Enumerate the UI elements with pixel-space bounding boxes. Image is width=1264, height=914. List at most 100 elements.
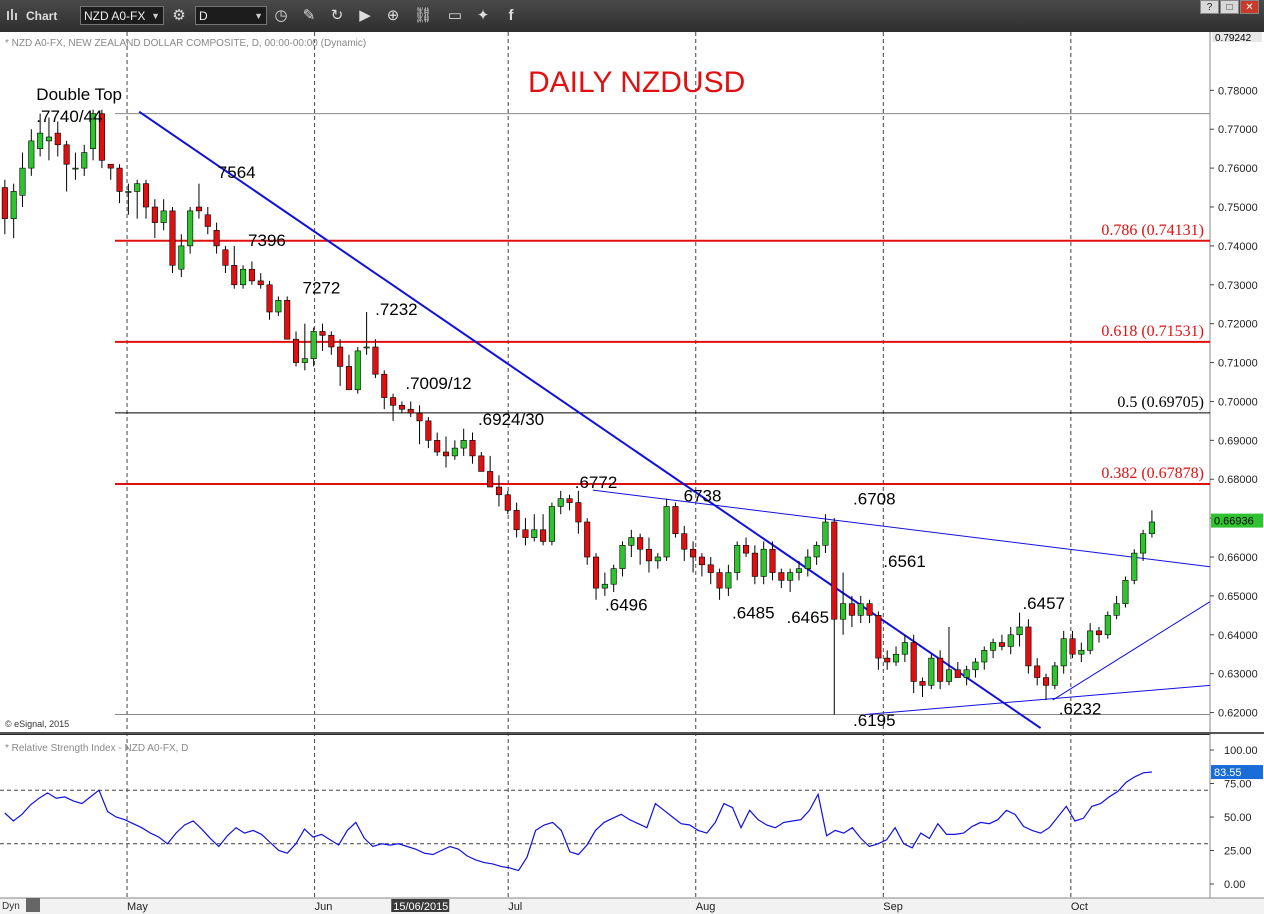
candle-body [575,502,582,523]
rsi-tick-label: 50.00 [1224,812,1252,824]
facebook-icon[interactable]: f [508,7,514,24]
play-icon[interactable]: ▶ [359,7,371,24]
candle-body [787,572,794,581]
candle-body [381,373,388,398]
price-tick-label: 0.63000 [1218,669,1258,681]
candle-body [337,346,344,367]
candle-body [742,545,750,554]
comment-icon[interactable]: ▭ [447,7,463,24]
price-annotation: 6738 [684,486,722,505]
date-marker-label: 15/06/2015 [393,901,448,913]
candle-body [795,568,803,573]
interval-selector[interactable]: D ▼ [195,6,267,25]
rsi-line [4,771,1152,872]
time-axis [0,898,1264,914]
fib-level-label: 0.618 (0.71531) [1101,323,1204,340]
candle-body [513,510,520,531]
last-price-badge [1211,513,1263,528]
candle-body [231,265,238,286]
candle-body [619,545,626,569]
candle-body [778,572,785,581]
price-tick-label: 0.68000 [1218,474,1258,486]
candle-body [248,268,255,282]
candle-body [972,661,979,671]
rsi-tick-label: 100.00 [1224,745,1258,757]
candle-body [310,331,317,359]
candle-body [319,331,326,336]
chart-area[interactable]: 0.786 (0.74131) 0.618 (0.71531) 0.5 (0.697… [0,32,1264,914]
candle-body [284,300,291,340]
candle-body [292,338,300,363]
maximize-button[interactable]: □ [1220,0,1239,14]
refresh-icon[interactable]: ↻ [330,7,344,24]
candle-body [178,245,185,270]
symbol-value: NZD A0-FX [84,9,146,23]
chevron-down-icon: ▼ [254,11,263,21]
candle-body [425,420,432,441]
candle-body [548,506,555,542]
price-annotation: .6924/30 [478,410,544,429]
candle-body [19,167,26,196]
candle-body [751,552,758,577]
price-annotation: Double Top [36,85,122,104]
link-icon[interactable]: ⛓ [413,7,433,24]
help-button[interactable]: ? [1200,0,1219,14]
candle-body [63,144,70,165]
month-label: Jul [508,901,522,913]
candle-body [998,642,1005,647]
candle-body [954,669,961,678]
clock-icon[interactable]: ◷ [274,7,288,24]
price-tick-label: 0.72000 [1218,319,1258,331]
pencil-icon[interactable]: ✎ [302,7,316,24]
dyn-button[interactable] [26,898,40,912]
candle-body [363,346,370,349]
close-button[interactable]: ✕ [1240,0,1259,14]
candle-body [769,548,776,573]
symbol-selector[interactable]: NZD A0-FX ▼ [80,6,164,25]
candle-body [734,545,741,573]
chevron-down-icon: ▼ [151,11,160,21]
candle-body [654,556,661,562]
candle-body [1069,638,1076,655]
candle-body [275,300,282,313]
candle-body [875,615,882,659]
candle-body [372,346,379,375]
price-annotation: .6708 [853,490,896,509]
title-bar: Chart NZD A0-FX ▼ ⚙ D ▼ ◷ ✎ ↻ ▶ ⊕ ⛓ ▭ ✦ … [0,0,1264,32]
price-annotation: 7396 [248,231,286,250]
candle-body [884,657,891,663]
candle-body [531,529,538,538]
candle-body [663,506,670,558]
candle-body [963,669,970,678]
candle-body [354,350,361,391]
candle-body [460,440,467,449]
candle-body [151,206,158,223]
candle-body [831,521,838,620]
candle-body [637,537,644,550]
zoom-icon[interactable]: ⊕ [386,7,400,24]
price-annotation: .6457 [1022,594,1065,613]
candle-body [760,548,767,577]
candle-body [1087,630,1094,651]
month-label: May [127,901,148,913]
month-label: Oct [1071,901,1088,913]
candle-body [990,642,997,651]
candle-body [698,556,705,566]
top-price-label: 0.79242 [1215,33,1252,44]
candle-body [469,440,476,457]
candle-body [169,210,176,266]
candle-body [822,521,829,546]
month-label: Aug [696,901,716,913]
twitter-icon[interactable]: ✦ [476,7,490,24]
candle-body [584,521,591,558]
candle-body [1131,552,1138,581]
rsi-value: 83.55 [1214,767,1242,779]
candle-body [1078,650,1085,655]
rsi-value-badge [1211,765,1263,780]
settings-icon[interactable]: ⚙ [172,7,186,24]
rsi-tick-label: 0.00 [1224,879,1245,891]
candle-body [398,405,405,410]
price-tick-label: 0.70000 [1218,396,1258,408]
candle-body [707,564,714,573]
price-annotation: .7232 [375,300,418,319]
